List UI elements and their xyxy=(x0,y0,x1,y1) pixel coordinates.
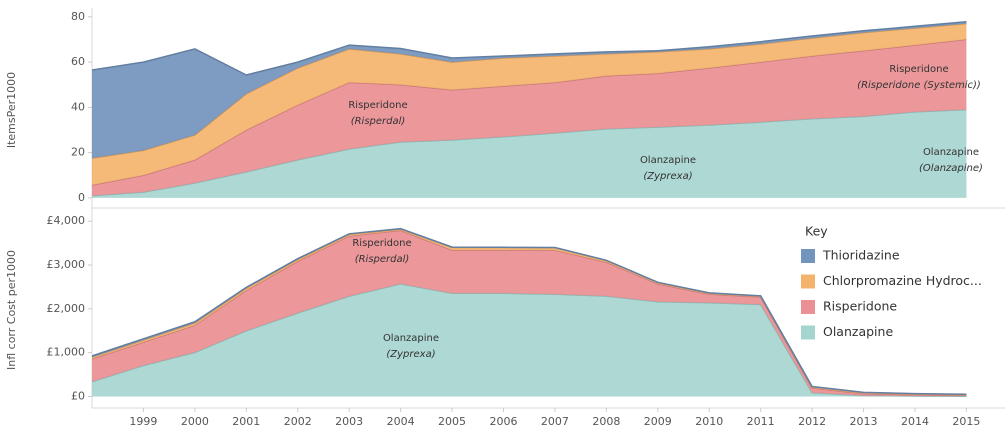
x-tick-label: 2005 xyxy=(438,415,466,428)
x-tick-label: 2006 xyxy=(489,415,517,428)
area-line xyxy=(92,21,967,76)
x-tick-label: 2002 xyxy=(284,415,312,428)
annotation: (Risperidone (Systemic)) xyxy=(857,80,981,91)
annotation: (Risperdal) xyxy=(355,254,410,265)
x-tick-label: 2014 xyxy=(901,415,929,428)
annotation: (Zyprexa) xyxy=(643,171,692,182)
legend-title: Key xyxy=(805,224,828,239)
y-tick-label: £3,000 xyxy=(47,258,86,271)
legend-swatch xyxy=(801,325,815,340)
annotation: Olanzapine xyxy=(923,147,979,158)
legend-swatch xyxy=(801,274,815,289)
y-tick-label: 40 xyxy=(71,100,85,113)
annotation: Olanzapine xyxy=(640,155,696,166)
y-axis-title: ItemsPer1000 xyxy=(5,72,18,148)
y-tick-label: £4,000 xyxy=(47,214,86,227)
area-fill xyxy=(92,283,967,397)
area-fill xyxy=(92,230,967,397)
area-line xyxy=(92,38,967,186)
annotation: (Risperdal) xyxy=(351,116,406,127)
y-tick-label: 60 xyxy=(71,55,85,68)
y-tick-label: £1,000 xyxy=(47,346,86,359)
y-tick-label: 80 xyxy=(71,10,85,23)
legend-label: Olanzapine xyxy=(823,324,893,339)
x-tick-label: 2001 xyxy=(232,415,260,428)
annotation: (Olanzapine) xyxy=(919,163,983,174)
annotation: Risperidone xyxy=(889,64,948,75)
legend-swatch xyxy=(801,300,815,314)
plot-area xyxy=(92,21,967,198)
x-tick-label: 2007 xyxy=(541,415,569,428)
annotation: (Zyprexa) xyxy=(386,349,435,360)
legend-label: Thioridazine xyxy=(822,248,900,263)
legend-label: Chlorpromazine Hydroc... xyxy=(823,273,982,288)
area-fill xyxy=(92,39,967,196)
annotation: Risperidone xyxy=(348,100,407,111)
y-tick-label: £0 xyxy=(71,389,85,402)
x-tick-label: 2013 xyxy=(850,415,878,428)
legend-swatch xyxy=(801,249,815,263)
x-tick-label: 2008 xyxy=(592,415,620,428)
y-tick-label: 0 xyxy=(78,191,85,204)
annotation: Olanzapine xyxy=(383,333,439,344)
legend-box xyxy=(795,218,1005,348)
x-tick-label: 2012 xyxy=(798,415,826,428)
x-tick-label: 2011 xyxy=(747,415,775,428)
x-tick-label: 2004 xyxy=(387,415,415,428)
area-line xyxy=(92,227,967,396)
y-tick-label: 20 xyxy=(71,146,85,159)
y-axis-title: Infl corr Cost per1000 xyxy=(5,250,18,370)
x-tick-label: 1999 xyxy=(129,415,157,428)
x-tick-label: 2003 xyxy=(335,415,363,428)
legend-label: Risperidone xyxy=(823,299,897,314)
area-fill xyxy=(92,109,967,198)
x-tick-label: 2009 xyxy=(644,415,672,428)
y-tick-label: £2,000 xyxy=(47,302,86,315)
annotation: Risperidone xyxy=(352,238,411,249)
x-tick-label: 2010 xyxy=(695,415,723,428)
x-tick-label: 2000 xyxy=(181,415,209,428)
plot-area xyxy=(92,227,967,398)
x-tick-label: 2015 xyxy=(952,415,980,428)
